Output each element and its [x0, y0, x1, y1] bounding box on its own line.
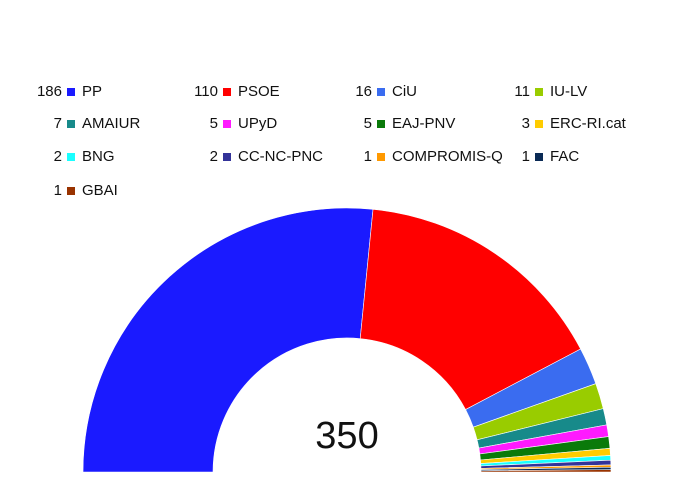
legend-swatch: [223, 153, 231, 161]
legend-swatch: [67, 120, 75, 128]
legend-label: GBAI: [82, 182, 118, 199]
legend-value: 16: [355, 83, 372, 100]
legend-label: EAJ-PNV: [392, 115, 455, 132]
legend-value: 2: [54, 148, 62, 165]
legend-swatch: [223, 88, 231, 96]
legend-label: AMAIUR: [82, 115, 141, 132]
legend-label: IU-LV: [550, 83, 587, 100]
legend-value: 3: [522, 115, 530, 132]
legend-label: COMPROMIS-Q: [392, 148, 503, 165]
total-seats: 350: [315, 415, 378, 457]
legend-value: 110: [194, 83, 218, 100]
seat-slice: [82, 207, 374, 473]
legend-value: 5: [364, 115, 372, 132]
legend-label: CC-NC-PNC: [238, 148, 323, 165]
legend-swatch: [377, 153, 385, 161]
legend-swatch: [67, 187, 75, 195]
legend-value: 7: [54, 115, 62, 132]
legend-swatch: [377, 88, 385, 96]
legend-label: FAC: [550, 148, 579, 165]
legend-value: 186: [37, 83, 62, 100]
seat-slice: [480, 469, 612, 473]
legend-label: UPyD: [238, 115, 277, 132]
legend-swatch: [223, 120, 231, 128]
legend-label: CiU: [392, 83, 417, 100]
legend-value: 5: [210, 115, 218, 132]
legend-label: ERC-RI.cat: [550, 115, 627, 132]
legend-swatch: [67, 153, 75, 161]
seat-slice: [359, 208, 581, 410]
legend-label: PP: [82, 83, 102, 100]
legend-value: 2: [210, 148, 218, 165]
legend-value: 1: [364, 148, 372, 165]
legend-label: BNG: [82, 148, 115, 165]
legend-label: PSOE: [238, 83, 280, 100]
legend-value: 1: [54, 182, 62, 199]
legend-swatch: [535, 120, 543, 128]
legend-value: 1: [522, 148, 530, 165]
legend-swatch: [535, 153, 543, 161]
legend-swatch: [377, 120, 385, 128]
legend-swatch: [535, 88, 543, 96]
legend-swatch: [67, 88, 75, 96]
legend-value: 11: [514, 83, 530, 100]
